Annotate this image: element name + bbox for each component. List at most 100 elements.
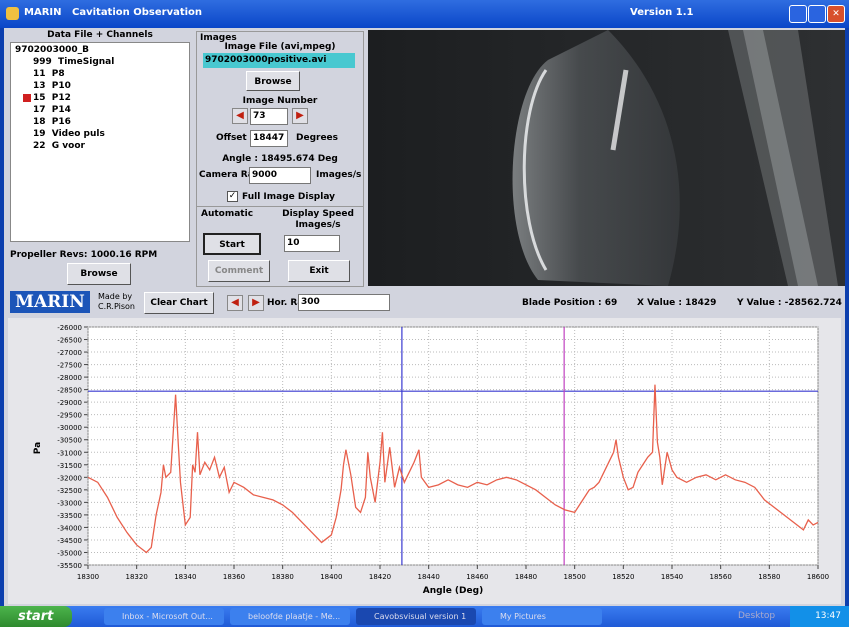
tree-item[interactable]: 18 P16 bbox=[33, 117, 71, 127]
tree-item[interactable]: 999 TimeSignal bbox=[33, 57, 114, 67]
y-tick-label: -27000 bbox=[57, 349, 82, 357]
y-tick-label: -35500 bbox=[57, 562, 82, 570]
file-label: Image File (avi,mpeg) bbox=[200, 42, 360, 52]
minimize-button[interactable] bbox=[789, 5, 807, 23]
next-image-button[interactable]: ▶ bbox=[292, 108, 308, 124]
start-button[interactable]: Start bbox=[203, 233, 261, 255]
y-tick-label: -29000 bbox=[57, 399, 82, 407]
made-by: Made by C.R.Pison bbox=[98, 292, 142, 312]
offset-unit: Degrees bbox=[296, 133, 338, 143]
range-input[interactable]: 300 bbox=[298, 294, 390, 311]
angle-readout: Angle : 18495.674 Deg bbox=[200, 154, 360, 164]
app-name: MARIN bbox=[24, 7, 61, 18]
x-tick-label: 18380 bbox=[272, 573, 294, 581]
y-tick-label: -26500 bbox=[57, 337, 82, 345]
browse-button[interactable]: Browse bbox=[67, 263, 131, 285]
tree-header: Data File + Channels bbox=[10, 30, 190, 41]
y-tick-label: -31500 bbox=[57, 462, 82, 470]
y-tick-label: -26000 bbox=[57, 324, 82, 332]
close-button[interactable]: ✕ bbox=[827, 5, 845, 23]
y-axis-label: Pa bbox=[33, 442, 43, 454]
x-axis-label: Angle (Deg) bbox=[423, 586, 483, 596]
tree-item[interactable]: 11 P8 bbox=[33, 69, 65, 79]
marin-logo: MARIN bbox=[10, 291, 90, 313]
y-tick-label: -33500 bbox=[57, 512, 82, 520]
y-tick-label: -30500 bbox=[57, 437, 82, 445]
taskbar-item[interactable]: My Pictures bbox=[482, 608, 602, 625]
tree-item[interactable]: 15 P12 bbox=[33, 93, 71, 103]
y-tick-label: -32500 bbox=[57, 487, 82, 495]
plot-area bbox=[88, 327, 818, 565]
x-tick-label: 18520 bbox=[612, 573, 634, 581]
scroll-right-button[interactable]: ▶ bbox=[248, 295, 264, 311]
taskbar-item[interactable]: Inbox - Microsoft Out... bbox=[104, 608, 224, 625]
clear-chart-button[interactable]: Clear Chart bbox=[144, 292, 214, 314]
speed-input[interactable]: 10 bbox=[284, 235, 340, 252]
propeller-revs: Propeller Revs: 1000.16 RPM bbox=[10, 250, 157, 260]
automatic-label: Automatic bbox=[201, 209, 253, 219]
image-number-label: Image Number bbox=[200, 96, 360, 106]
title-bar: MARIN Cavitation Observation Version 1.1… bbox=[0, 0, 849, 28]
y-tick-label: -27500 bbox=[57, 362, 82, 370]
tree-item[interactable]: 9702003000_B bbox=[15, 45, 89, 55]
x-tick-label: 18560 bbox=[710, 573, 732, 581]
y-tick-label: -28500 bbox=[57, 387, 82, 395]
desktop-toolbar[interactable]: Desktop bbox=[738, 611, 775, 621]
y-tick-label: -33000 bbox=[57, 499, 82, 507]
x-value: X Value : 18429 bbox=[637, 298, 716, 308]
y-tick-label: -29500 bbox=[57, 412, 82, 420]
y-tick-label: -30000 bbox=[57, 424, 82, 432]
x-tick-label: 18440 bbox=[418, 573, 440, 581]
x-tick-label: 18600 bbox=[807, 573, 829, 581]
x-tick-label: 18540 bbox=[661, 573, 683, 581]
x-tick-label: 18320 bbox=[126, 573, 148, 581]
tree-item[interactable]: 13 P10 bbox=[33, 81, 71, 91]
prev-image-button[interactable]: ◀ bbox=[232, 108, 248, 124]
x-tick-label: 18420 bbox=[369, 573, 391, 581]
chart: Pa Angle (Deg) -26000 -26500 -27000 -27500 -… bbox=[8, 318, 841, 604]
rate-unit: Images/s bbox=[316, 170, 361, 180]
browse-button[interactable]: Browse bbox=[246, 71, 300, 91]
x-tick-label: 18460 bbox=[466, 573, 488, 581]
y-tick-label: -34000 bbox=[57, 524, 82, 532]
channel-selected-icon bbox=[23, 94, 31, 102]
rate-input[interactable]: 9000 bbox=[249, 167, 311, 184]
app-icon bbox=[6, 7, 19, 20]
y-tick-label: -35000 bbox=[57, 549, 82, 557]
blade-position: Blade Position : 69 bbox=[522, 298, 617, 308]
start-button[interactable]: start bbox=[0, 606, 72, 627]
comment-button[interactable]: Comment bbox=[208, 260, 270, 282]
screen: MARIN Cavitation Observation Version 1.1… bbox=[0, 0, 849, 627]
tree-item[interactable]: 22 G voor bbox=[33, 141, 85, 151]
y-value: Y Value : -28562.724 bbox=[737, 298, 842, 308]
y-tick-label: -32000 bbox=[57, 474, 82, 482]
x-tick-label: 18360 bbox=[223, 573, 245, 581]
x-tick-label: 18400 bbox=[320, 573, 342, 581]
x-tick-label: 18480 bbox=[515, 573, 537, 581]
camera-image bbox=[368, 30, 845, 286]
tree-item[interactable]: 19 Video puls bbox=[33, 129, 105, 139]
taskbar: start Desktop 13:47 Inbox - Microsoft Ou… bbox=[0, 606, 849, 627]
file-name[interactable]: 9702003000positive.avi bbox=[203, 53, 355, 68]
y-tick-label: -34500 bbox=[57, 537, 82, 545]
version: Version 1.1 bbox=[630, 7, 693, 18]
clock: 13:47 bbox=[790, 606, 849, 627]
full-display-label: Full Image Display bbox=[242, 192, 335, 202]
x-tick-label: 18340 bbox=[174, 573, 196, 581]
taskbar-item[interactable]: beloofde plaatje - Me... bbox=[230, 608, 350, 625]
y-tick-label: -31000 bbox=[57, 449, 82, 457]
image-number-input[interactable]: 73 bbox=[250, 108, 288, 125]
full-display-checkbox[interactable]: ✓ bbox=[227, 191, 238, 202]
tree-item[interactable]: 17 P14 bbox=[33, 105, 71, 115]
exit-button[interactable]: Exit bbox=[288, 260, 350, 282]
offset-input[interactable]: 18447 bbox=[250, 130, 288, 147]
x-tick-label: 18500 bbox=[564, 573, 586, 581]
maximize-button[interactable] bbox=[808, 5, 826, 23]
channel-tree: 9702003000_B 999 TimeSignal 11 P8 13 P10 15 … bbox=[10, 42, 190, 242]
speed-label: Display Speed Images/s bbox=[282, 209, 354, 231]
taskbar-item[interactable]: Cavobsvisual version 1 bbox=[356, 608, 476, 625]
scroll-left-button[interactable]: ◀ bbox=[227, 295, 243, 311]
y-tick-label: -28000 bbox=[57, 374, 82, 382]
offset-label: Offset bbox=[216, 133, 247, 143]
x-tick-label: 18300 bbox=[77, 573, 99, 581]
